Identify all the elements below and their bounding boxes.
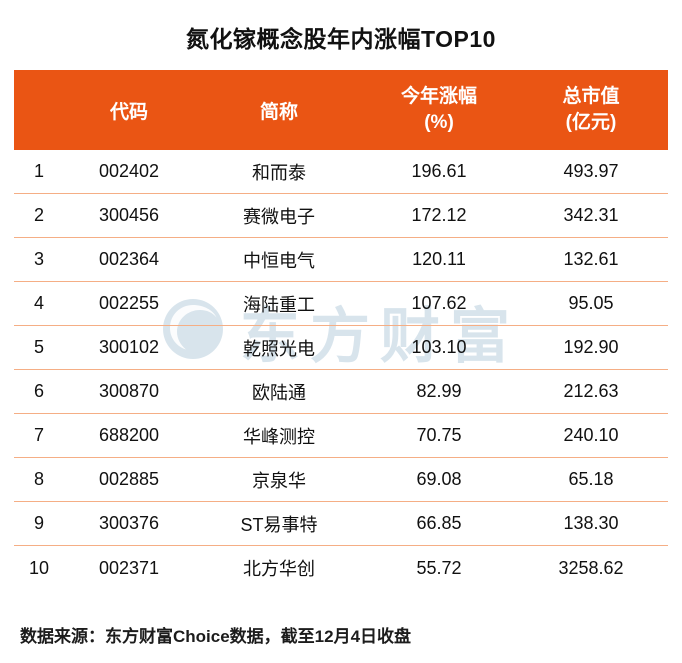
header-code: 代码 bbox=[109, 101, 148, 123]
header-cap-line1: 总市值 bbox=[562, 86, 620, 107]
cap-cell: 342.31 bbox=[563, 205, 619, 225]
name-cell: 中恒电气 bbox=[243, 250, 315, 271]
code-cell: 300456 bbox=[98, 205, 160, 225]
table-row: 1 002402 和而泰 196.61 493.97 bbox=[14, 150, 668, 194]
table-row: 9 300376 ST易事特 66.85 138.30 bbox=[14, 502, 668, 546]
cap-cell: 132.61 bbox=[563, 249, 619, 269]
gain-cell: 70.75 bbox=[416, 425, 462, 445]
table-row: 5 300102 乾照光电 103.10 192.90 bbox=[14, 326, 668, 370]
gain-cell: 69.08 bbox=[416, 469, 462, 489]
gain-cell: 55.72 bbox=[416, 557, 462, 578]
code-cell: 688200 bbox=[98, 425, 160, 445]
table-row: 10 002371 北方华创 55.72 3258.62 bbox=[14, 546, 668, 590]
rank-cell: 9 bbox=[33, 513, 44, 533]
rank-cell: 10 bbox=[28, 557, 50, 578]
table-row: 7 688200 华峰测控 70.75 240.10 bbox=[14, 414, 668, 458]
code-cell: 300870 bbox=[98, 381, 160, 401]
name-cell: 欧陆通 bbox=[252, 382, 306, 403]
cap-cell: 3258.62 bbox=[558, 557, 624, 578]
rank-cell: 5 bbox=[33, 337, 44, 357]
gain-cell: 103.10 bbox=[411, 337, 467, 357]
header-gain-line2: (%) bbox=[424, 112, 454, 133]
code-cell: 002885 bbox=[98, 469, 160, 489]
cap-cell: 138.30 bbox=[563, 513, 619, 533]
name-cell: 京泉华 bbox=[252, 470, 306, 491]
rank-cell: 1 bbox=[33, 161, 44, 181]
table-row: 3 002364 中恒电气 120.11 132.61 bbox=[14, 238, 668, 282]
gain-cell: 66.85 bbox=[416, 513, 462, 533]
header-cap: 总市值 (亿元) bbox=[514, 84, 668, 136]
name-cell: 乾照光电 bbox=[243, 338, 315, 359]
table-row: 4 002255 海陆重工 107.62 95.05 bbox=[14, 282, 668, 326]
table-row: 2 300456 赛微电子 172.12 342.31 bbox=[14, 194, 668, 238]
rank-cell: 3 bbox=[33, 249, 44, 269]
data-source-note: 数据来源：东方财富Choice数据，截至12月4日收盘 bbox=[20, 627, 412, 646]
header-cap-line2: (亿元) bbox=[565, 112, 617, 133]
gain-cell: 82.99 bbox=[416, 381, 462, 401]
rank-cell: 2 bbox=[33, 205, 44, 225]
cap-cell: 95.05 bbox=[568, 293, 614, 313]
table-body: 1 002402 和而泰 196.61 493.97 2 300456 赛微电子… bbox=[14, 150, 668, 590]
table-row: 6 300870 欧陆通 82.99 212.63 bbox=[14, 370, 668, 414]
table-header-row: 代码 简称 今年涨幅 (%) 总市值 (亿元) bbox=[14, 70, 668, 150]
rank-cell: 6 bbox=[33, 381, 44, 401]
code-cell: 300376 bbox=[98, 513, 160, 533]
code-cell: 300102 bbox=[98, 337, 160, 357]
cap-cell: 65.18 bbox=[568, 469, 614, 489]
page-title: 氮化镓概念股年内涨幅TOP10 bbox=[186, 26, 496, 52]
code-cell: 002364 bbox=[98, 249, 160, 269]
code-cell: 002255 bbox=[98, 293, 160, 313]
name-cell: ST易事特 bbox=[240, 514, 318, 535]
rank-cell: 4 bbox=[33, 293, 44, 313]
rank-cell: 8 bbox=[33, 469, 44, 489]
gain-cell: 196.61 bbox=[411, 161, 467, 181]
name-cell: 华峰测控 bbox=[243, 426, 315, 447]
header-gain-line1: 今年涨幅 bbox=[400, 86, 477, 107]
name-cell: 海陆重工 bbox=[243, 294, 315, 315]
code-cell: 002371 bbox=[98, 557, 160, 578]
table-row: 8 002885 京泉华 69.08 65.18 bbox=[14, 458, 668, 502]
header-name: 简称 bbox=[259, 101, 298, 123]
name-cell: 北方华创 bbox=[243, 559, 315, 579]
gain-cell: 107.62 bbox=[411, 293, 467, 313]
rank-cell: 7 bbox=[33, 425, 44, 445]
header-gain: 今年涨幅 (%) bbox=[364, 84, 514, 136]
name-cell: 赛微电子 bbox=[243, 206, 315, 227]
gain-cell: 172.12 bbox=[411, 205, 467, 225]
cap-cell: 212.63 bbox=[563, 381, 619, 401]
cap-cell: 493.97 bbox=[563, 161, 619, 181]
name-cell: 和而泰 bbox=[252, 162, 306, 183]
cap-cell: 240.10 bbox=[563, 425, 619, 445]
stocks-table: 代码 简称 今年涨幅 (%) 总市值 (亿元) 1 002402 和而泰 196… bbox=[14, 70, 668, 590]
gain-cell: 120.11 bbox=[412, 249, 466, 269]
code-cell: 002402 bbox=[98, 161, 160, 181]
cap-cell: 192.90 bbox=[563, 337, 619, 357]
